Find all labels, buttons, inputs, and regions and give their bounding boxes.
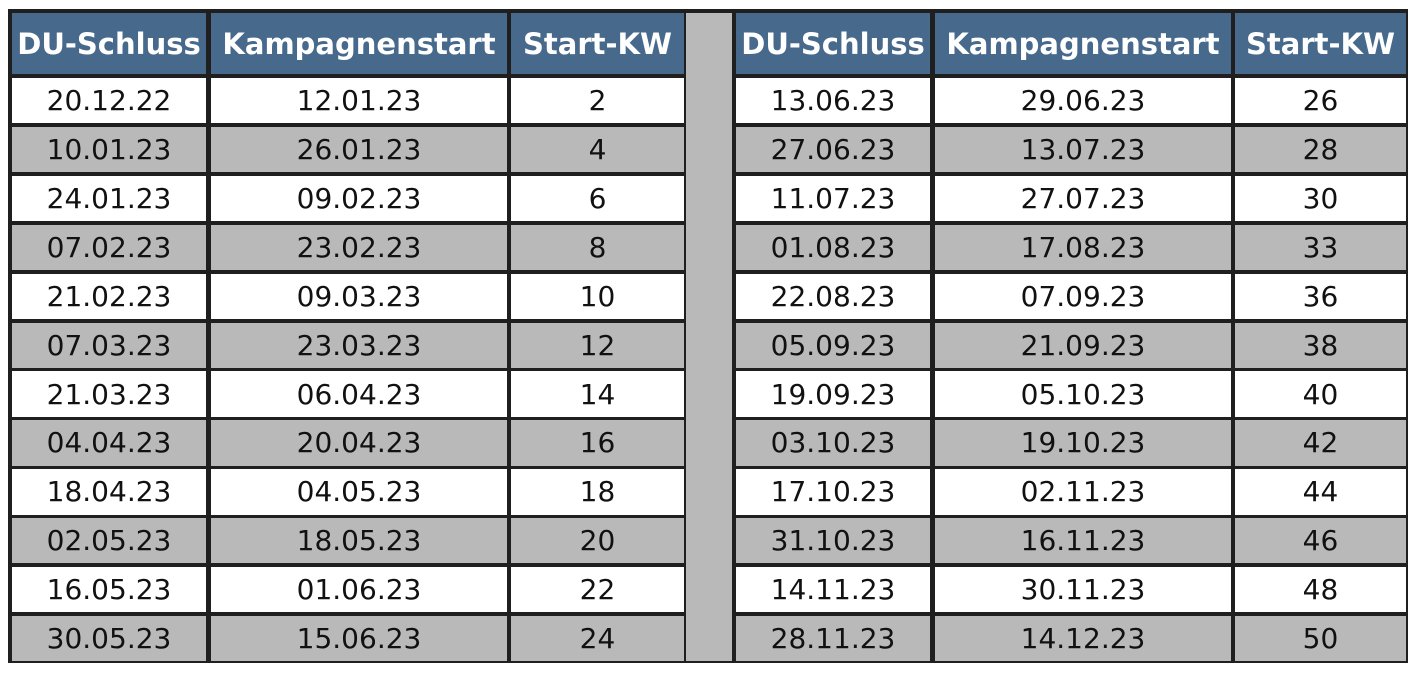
table-cell-kampagnenstart: 18.05.23 [211,518,507,564]
header-du-schluss-left: DU-Schluss [12,13,206,74]
table-cell-start-kw: 6 [511,175,684,222]
table-cell-du-schluss: 10.01.23 [12,126,206,173]
table-cell-start-kw: 36 [1235,273,1406,319]
table-cell-start-kw: 26 [1235,78,1406,124]
header-start-kw-right: Start-KW [1235,13,1406,74]
header-kampagnenstart-right: Kampagnenstart [935,13,1231,74]
table-cell-du-schluss: 27.06.23 [736,126,930,173]
table-cell-kampagnenstart: 01.06.23 [211,567,507,613]
table-cell-du-schluss: 21.03.23 [12,371,206,417]
table-cell-du-schluss: 07.02.23 [12,224,206,271]
table-cell-kampagnenstart: 21.09.23 [935,322,1231,368]
header-du-schluss-right: DU-Schluss [736,13,930,74]
table-cell-start-kw: 46 [1235,518,1406,564]
table-cell-kampagnenstart: 12.01.23 [211,78,507,124]
table-cell-du-schluss: 30.05.23 [12,615,206,662]
table-cell-kampagnenstart: 07.09.23 [935,273,1231,319]
table-cell-kampagnenstart: 26.01.23 [211,126,507,173]
table-cell-kampagnenstart: 09.03.23 [211,273,507,319]
table-cell-du-schluss: 03.10.23 [736,420,930,466]
table-cell-du-schluss: 17.10.23 [736,469,930,515]
table-cell-kampagnenstart: 17.08.23 [935,224,1231,271]
table-cell-kampagnenstart: 15.06.23 [211,615,507,662]
table-cell-du-schluss: 01.08.23 [736,224,930,271]
table-cell-du-schluss: 07.03.23 [12,322,206,368]
table-cell-start-kw: 24 [511,615,684,662]
table-cell-kampagnenstart: 09.02.23 [211,175,507,222]
table-cell-kampagnenstart: 27.07.23 [935,175,1231,222]
table-cell-start-kw: 40 [1235,371,1406,417]
table-cell-start-kw: 28 [1235,126,1406,173]
table-cell-start-kw: 8 [511,224,684,271]
table-cell-du-schluss: 02.05.23 [12,518,206,564]
table-cell-du-schluss: 13.06.23 [736,78,930,124]
table-cell-du-schluss: 22.08.23 [736,273,930,319]
table-cell-kampagnenstart: 23.03.23 [211,322,507,368]
table-cell-start-kw: 22 [511,567,684,613]
table-cell-du-schluss: 16.05.23 [12,567,206,613]
table-cell-start-kw: 16 [511,420,684,466]
table-cell-kampagnenstart: 13.07.23 [935,126,1231,173]
table-cell-start-kw: 38 [1235,322,1406,368]
table-cell-du-schluss: 24.01.23 [12,175,206,222]
table-cell-start-kw: 2 [511,78,684,124]
header-kampagnenstart-left: Kampagnenstart [211,13,507,74]
table-cell-kampagnenstart: 19.10.23 [935,420,1231,466]
table-cell-start-kw: 33 [1235,224,1406,271]
table-cell-kampagnenstart: 14.12.23 [935,615,1231,662]
table-cell-start-kw: 14 [511,371,684,417]
table-cell-start-kw: 50 [1235,615,1406,662]
table-cell-start-kw: 48 [1235,567,1406,613]
table-cell-kampagnenstart: 30.11.23 [935,567,1231,613]
table-cell-du-schluss: 31.10.23 [736,518,930,564]
table-cell-kampagnenstart: 06.04.23 [211,371,507,417]
table-cell-du-schluss: 18.04.23 [12,469,206,515]
table-cell-du-schluss: 04.04.23 [12,420,206,466]
table-cell-kampagnenstart: 04.05.23 [211,469,507,515]
table-cell-start-kw: 18 [511,469,684,515]
table-cell-du-schluss: 11.07.23 [736,175,930,222]
table-cell-du-schluss: 19.09.23 [736,371,930,417]
table-cell-kampagnenstart: 02.11.23 [935,469,1231,515]
table-cell-start-kw: 30 [1235,175,1406,222]
table-cell-du-schluss: 14.11.23 [736,567,930,613]
header-start-kw-left: Start-KW [511,13,684,74]
table-cell-start-kw: 42 [1235,420,1406,466]
table-cell-start-kw: 12 [511,322,684,368]
table-cell-kampagnenstart: 29.06.23 [935,78,1231,124]
table-cell-kampagnenstart: 16.11.23 [935,518,1231,564]
table-cell-kampagnenstart: 23.02.23 [211,224,507,271]
table-cell-du-schluss: 28.11.23 [736,615,930,662]
table-cell-start-kw: 44 [1235,469,1406,515]
table-cell-start-kw: 4 [511,126,684,173]
table-cell-start-kw: 10 [511,273,684,319]
table-spacer-column [686,13,732,662]
table-cell-du-schluss: 05.09.23 [736,322,930,368]
table-cell-kampagnenstart: 20.04.23 [211,420,507,466]
table-cell-start-kw: 20 [511,518,684,564]
table-cell-kampagnenstart: 05.10.23 [935,371,1231,417]
table-cell-du-schluss: 21.02.23 [12,273,206,319]
table-cell-du-schluss: 20.12.22 [12,78,206,124]
